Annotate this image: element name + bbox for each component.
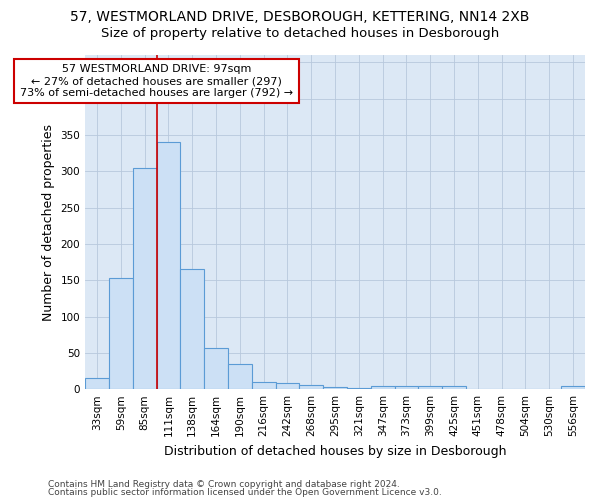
Bar: [252, 382, 275, 389]
Bar: [109, 278, 133, 389]
Bar: [299, 385, 323, 389]
Bar: [133, 168, 157, 389]
Text: Contains public sector information licensed under the Open Government Licence v3: Contains public sector information licen…: [48, 488, 442, 497]
Bar: [347, 388, 371, 389]
Y-axis label: Number of detached properties: Number of detached properties: [42, 124, 55, 320]
Text: Size of property relative to detached houses in Desborough: Size of property relative to detached ho…: [101, 28, 499, 40]
Bar: [275, 382, 299, 389]
Bar: [395, 386, 418, 389]
Bar: [323, 387, 347, 389]
Text: 57, WESTMORLAND DRIVE, DESBOROUGH, KETTERING, NN14 2XB: 57, WESTMORLAND DRIVE, DESBOROUGH, KETTE…: [70, 10, 530, 24]
X-axis label: Distribution of detached houses by size in Desborough: Distribution of detached houses by size …: [164, 444, 506, 458]
Bar: [561, 386, 585, 389]
Bar: [418, 386, 442, 389]
Text: 57 WESTMORLAND DRIVE: 97sqm
← 27% of detached houses are smaller (297)
73% of se: 57 WESTMORLAND DRIVE: 97sqm ← 27% of det…: [20, 64, 293, 98]
Bar: [228, 364, 252, 389]
Bar: [371, 386, 395, 389]
Bar: [157, 142, 181, 389]
Text: Contains HM Land Registry data © Crown copyright and database right 2024.: Contains HM Land Registry data © Crown c…: [48, 480, 400, 489]
Bar: [181, 268, 204, 389]
Bar: [85, 378, 109, 389]
Bar: [204, 348, 228, 389]
Bar: [442, 386, 466, 389]
